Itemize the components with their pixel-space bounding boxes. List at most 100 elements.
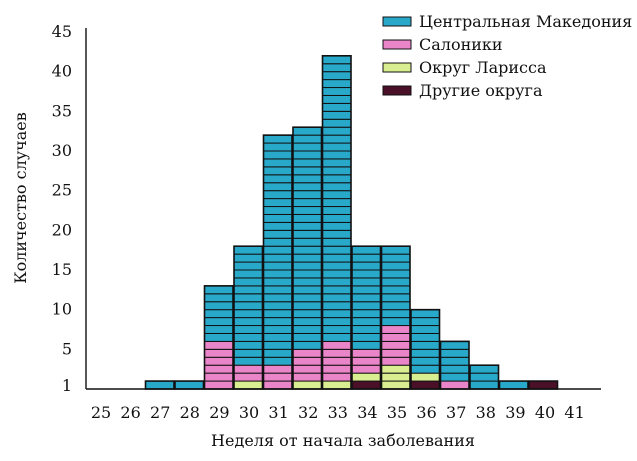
bar-segment-cell — [322, 221, 352, 231]
bar-segment-cell — [322, 126, 352, 136]
bar-stack-week-39 — [498, 380, 529, 390]
x-tick-label: 29 — [209, 403, 229, 422]
bar-segment-cell — [351, 332, 381, 342]
bar-segment-cell — [263, 356, 293, 366]
bar-segment-cell — [233, 380, 263, 390]
bar-segment-cell — [351, 253, 381, 263]
bar-segment-cell — [292, 293, 322, 303]
bar-segment-cell — [263, 380, 293, 390]
bar-segment-cell — [351, 380, 381, 390]
bar-segment-cell — [322, 348, 352, 358]
bar-segment-cell — [322, 150, 352, 160]
bar-segment-cell — [263, 182, 293, 192]
y-tick-label: 15 — [52, 260, 72, 279]
bar-segment-cell — [322, 325, 352, 334]
legend-label: Округ Ларисса — [419, 58, 547, 77]
bar-segment-cell — [204, 293, 234, 303]
bar-segment-cell — [233, 340, 263, 350]
x-tick-label: 39 — [505, 403, 525, 422]
legend-item: Округ Ларисса — [382, 58, 547, 77]
y-axis-title: Количество случаев — [11, 112, 30, 284]
bar-segment-cell — [322, 118, 352, 128]
bar-segment-cell — [292, 309, 322, 319]
bar-segment-cell — [440, 340, 470, 350]
x-tick-label: 38 — [476, 403, 496, 422]
bar-segment-cell — [381, 277, 411, 287]
bar-segment-cell — [469, 380, 499, 390]
legend-item: Центральная Македония — [382, 12, 632, 31]
bar-segment-cell — [381, 269, 411, 279]
bar-segment-cell — [381, 293, 411, 303]
y-tick-label: 35 — [52, 101, 72, 120]
bar-segment-cell — [174, 380, 204, 390]
bar-segment-cell — [381, 372, 411, 382]
bar-segment-cell — [381, 348, 411, 358]
legend-label: Центральная Македония — [419, 12, 632, 31]
bar-segment-cell — [351, 269, 381, 279]
bar-segment-cell — [351, 285, 381, 295]
y-tick-label: 45 — [52, 22, 72, 41]
bar-segment-cell — [381, 309, 411, 319]
bar-segment-cell — [381, 364, 411, 374]
bar-segment-cell — [322, 277, 352, 287]
bar-segment-cell — [263, 277, 293, 287]
bar-segment-cell — [292, 261, 322, 271]
bar-segment-cell — [322, 94, 352, 104]
bar-segment-cell — [263, 317, 293, 327]
bar-segment-cell — [440, 356, 470, 366]
bar-segment-cell — [322, 206, 352, 215]
bar-segment-cell — [263, 372, 293, 382]
bar-segment-cell — [322, 332, 352, 342]
bar-segment-cell — [263, 261, 293, 271]
bar-segment-cell — [322, 166, 352, 176]
bar-stack-week-40 — [528, 380, 559, 390]
bar-segment-cell — [263, 198, 293, 208]
bar-segment-cell — [233, 261, 263, 271]
bar-segment-cell — [204, 285, 234, 295]
bar-segment-cell — [322, 269, 352, 279]
bar-segment-cell — [322, 110, 352, 120]
bar-segment-cell — [351, 325, 381, 334]
bar-stack-week-27 — [144, 380, 175, 390]
x-tick-label: 40 — [535, 403, 555, 422]
bar-segment-cell — [292, 348, 322, 358]
bar-segment-cell — [440, 364, 470, 374]
bar-segment-cell — [233, 317, 263, 327]
bar-segment-cell — [204, 309, 234, 319]
legend-swatch — [382, 16, 412, 27]
bar-segment-cell — [292, 174, 322, 184]
x-tick-label: 36 — [416, 403, 436, 422]
bar-segment-cell — [233, 301, 263, 311]
legend-swatch — [382, 85, 412, 96]
y-tick-label: 5 — [62, 339, 72, 358]
bar-stack-week-30 — [233, 245, 264, 390]
bar-segment-cell — [204, 332, 234, 342]
bar-segment-cell — [322, 301, 352, 311]
bar-segment-cell — [292, 198, 322, 208]
bar-stack-week-32 — [292, 126, 323, 390]
bar-segment-cell — [204, 364, 234, 374]
bar-segment-cell — [351, 356, 381, 366]
bar-segment-cell — [233, 348, 263, 358]
bar-segment-cell — [204, 372, 234, 382]
x-tick-label: 35 — [387, 403, 407, 422]
bar-segment-cell — [233, 253, 263, 263]
bar-segment-cell — [292, 253, 322, 263]
x-tick-labels: 25 26 27 28 29 30 31 32 33 34 35 36 37 38 39 40 41 — [91, 403, 585, 422]
bar-segment-cell — [351, 293, 381, 303]
bar-segment-cell — [322, 182, 352, 192]
bar-segment-cell — [351, 301, 381, 311]
bar-segment-cell — [381, 356, 411, 366]
bar-segment-cell — [263, 364, 293, 374]
x-tick-label: 25 — [91, 403, 111, 422]
bar-segment-cell — [292, 237, 322, 247]
bar-segment-cell — [292, 126, 322, 136]
bar-segment-cell — [351, 277, 381, 287]
bar-segment-cell — [351, 364, 381, 374]
bar-segment-cell — [292, 134, 322, 144]
bar-segment-cell — [322, 261, 352, 271]
bar-segment-cell — [410, 340, 440, 350]
bar-segment-cell — [410, 309, 440, 319]
bar-stack-week-36 — [410, 308, 441, 390]
